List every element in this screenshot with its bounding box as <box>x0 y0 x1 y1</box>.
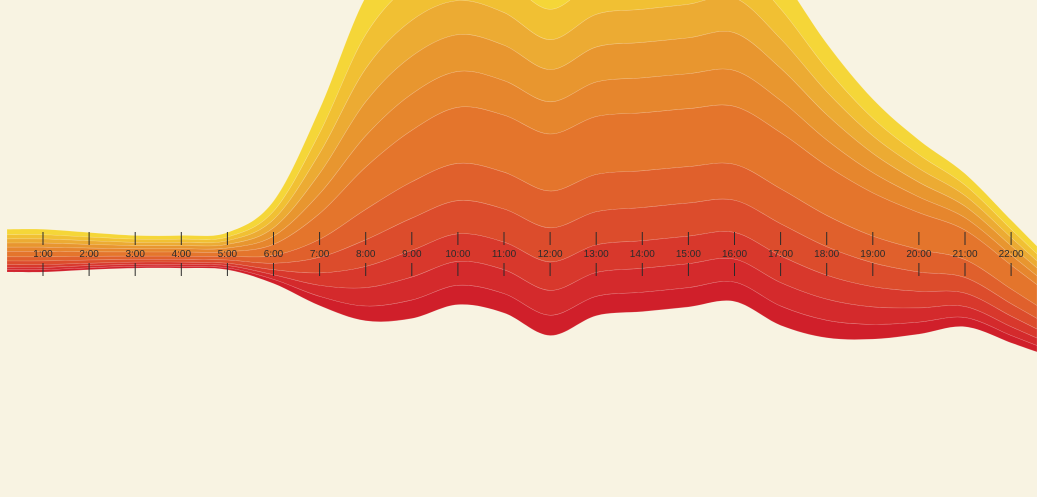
stream-layer-10 <box>6 258 1037 346</box>
tick-label: 8:00 <box>356 249 376 260</box>
tick-label: 16:00 <box>722 249 747 260</box>
tick-label: 4:00 <box>172 249 192 260</box>
tick-label: 2:00 <box>79 249 99 260</box>
tick-label: 22:00 <box>999 249 1024 260</box>
tick-label: 3:00 <box>125 249 145 260</box>
tick-label: 1:00 <box>33 249 53 260</box>
stream-layer-8 <box>6 198 1037 330</box>
tick-label: 13:00 <box>584 249 609 260</box>
time-axis: 1:00 2:00 3:00 4:00 5:00 6:00 7:00 8:00 9:00 10:0… <box>33 232 1024 276</box>
tick-label: 7:00 <box>310 249 330 260</box>
tick-label: 6:00 <box>264 249 284 260</box>
tick-label: 11:00 <box>492 249 517 260</box>
tick-label: 17:00 <box>768 249 793 260</box>
tick-label: 21:00 <box>952 249 977 260</box>
stream-layers <box>6 0 1037 353</box>
tick-label: 18:00 <box>814 249 839 260</box>
tick-label: 20:00 <box>906 249 931 260</box>
tick-label: 10:00 <box>445 249 470 260</box>
tick-label: 9:00 <box>402 249 422 260</box>
tick-label: 15:00 <box>676 249 701 260</box>
stream-layer-11 <box>6 265 1037 353</box>
stream-layer-9 <box>6 231 1037 339</box>
tick-label: 5:00 <box>218 249 238 260</box>
tick-label: 14:00 <box>630 249 655 260</box>
tick-label: 12:00 <box>538 249 563 260</box>
tick-label: 19:00 <box>860 249 885 260</box>
